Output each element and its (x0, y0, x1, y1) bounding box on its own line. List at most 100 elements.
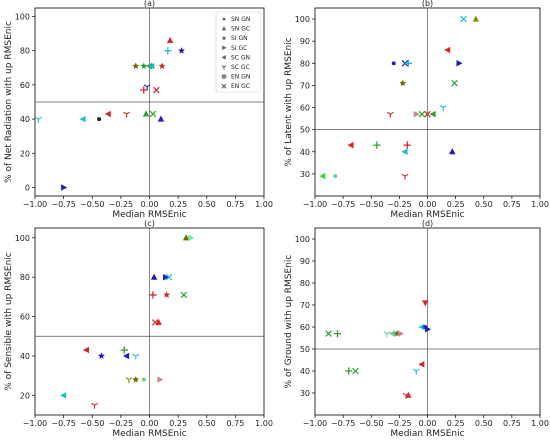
x-tick-label: 0.50 (475, 200, 493, 209)
legend-marker (221, 55, 226, 60)
data-point (373, 141, 381, 149)
x-tick-label: 0.75 (503, 200, 521, 209)
data-point (132, 62, 140, 70)
data-point (140, 86, 148, 94)
x-tick-label: −1.00 (303, 200, 328, 209)
y-axis-label: % of Ground with up RMSEnic (284, 255, 294, 389)
x-tick-label: 0.25 (169, 419, 187, 428)
data-point (164, 47, 172, 55)
x-tick-label: −0.75 (51, 419, 76, 428)
data-point (97, 117, 102, 122)
y-tick-label: 20 (20, 391, 30, 400)
data-point (163, 291, 171, 298)
legend-marker (221, 74, 227, 80)
data-point (413, 110, 420, 118)
data-point (333, 174, 338, 179)
data-point (132, 375, 140, 383)
x-tick-label: 0.75 (503, 419, 521, 428)
data-point (142, 110, 150, 117)
y-tick-label: 80 (300, 59, 310, 68)
x-axis-label: Median RMSEnic (390, 210, 464, 220)
data-point (424, 325, 432, 333)
panel-title: (a) (144, 0, 155, 8)
data-point (163, 273, 170, 281)
data-point (472, 15, 480, 22)
data-point (422, 300, 429, 307)
y-tick-label: 60 (20, 81, 30, 90)
y-tick-label: 90 (300, 257, 310, 266)
y-tick-label: 60 (300, 323, 310, 332)
y-tick-label: 90 (300, 37, 310, 46)
x-tick-label: 1.00 (255, 200, 273, 209)
legend-marker (221, 26, 227, 31)
x-tick-label: 0.00 (141, 200, 159, 209)
data-point (104, 110, 111, 118)
y-tick-label: 70 (300, 301, 310, 310)
data-point (91, 402, 98, 409)
x-tick-label: −0.25 (387, 419, 412, 428)
x-tick-label: −0.50 (80, 419, 105, 428)
y-tick-label: 30 (300, 170, 310, 179)
x-tick-label: −0.75 (331, 419, 356, 428)
data-point (333, 330, 342, 338)
data-point (449, 148, 456, 155)
data-point (399, 79, 407, 87)
data-point (178, 47, 185, 54)
legend-marker (221, 35, 227, 41)
panel-c: −1.00 −0.75 −0.50 −0.25 0.00 0.25 0.50 0.75 1.00… (4, 219, 273, 439)
data-point (460, 15, 467, 23)
x-tick-label: 0.00 (419, 200, 437, 209)
data-point (401, 173, 409, 180)
data-point (386, 111, 394, 118)
legend-label: SN GC (231, 26, 250, 33)
data-point (61, 184, 68, 191)
data-point (125, 377, 133, 384)
y-tick-label: 100 (15, 13, 30, 22)
data-point (182, 234, 190, 241)
x-tick-label: −1.00 (23, 200, 48, 209)
data-point (412, 368, 420, 375)
panel-d: −1.00 −0.75 −0.50 −0.25 0.00 0.25 0.50 0.75 1.00… (284, 219, 549, 439)
data-point (403, 141, 411, 149)
data-point (123, 352, 130, 360)
data-point (352, 367, 359, 375)
data-point (439, 105, 447, 112)
y-tick-label: 40 (300, 367, 310, 376)
x-tick-label: 0.50 (198, 200, 216, 209)
legend: SN GN SN GC SI GN SI GC SC GN SC GC EN GN EN GC (215, 11, 262, 93)
y-tick-label: 80 (300, 279, 310, 288)
data-point (155, 318, 162, 325)
x-tick-label: −0.50 (80, 200, 105, 209)
x-tick-label: −0.25 (109, 200, 134, 209)
x-tick-label: 1.00 (255, 419, 273, 428)
x-tick-label: 1.00 (531, 200, 549, 209)
data-point (120, 346, 128, 354)
data-point (157, 376, 164, 383)
data-point (141, 377, 146, 382)
y-tick-label: 50 (300, 345, 310, 354)
data-point (347, 141, 354, 149)
data-point (401, 148, 408, 155)
legend-marker (221, 65, 227, 70)
data-point (148, 62, 155, 70)
data-point (60, 392, 67, 399)
y-tick-label: 40 (20, 115, 30, 124)
data-point (132, 353, 140, 360)
data-point (140, 62, 148, 70)
panel-b: −1.00 −0.75 −0.50 −0.25 0.00 0.25 0.50 0.75 1.00… (284, 0, 549, 220)
x-tick-label: 0.00 (141, 419, 159, 428)
y-axis-label: % of Latent with up RMSEnic (284, 37, 294, 166)
data-point (429, 110, 436, 118)
panel-title: (c) (144, 219, 155, 228)
x-axis-label: Median RMSEnic (112, 429, 186, 438)
data-point (383, 331, 391, 338)
y-axis-label: % of Net Radiation with up RMSEnic (4, 21, 14, 183)
x-axis-label: Median RMSEnic (390, 429, 464, 438)
data-point (405, 391, 412, 398)
legend-marker (222, 17, 226, 21)
x-axis-label: Median RMSEnic (112, 210, 186, 220)
panel-title: (b) (422, 0, 433, 8)
data-point (149, 291, 157, 299)
